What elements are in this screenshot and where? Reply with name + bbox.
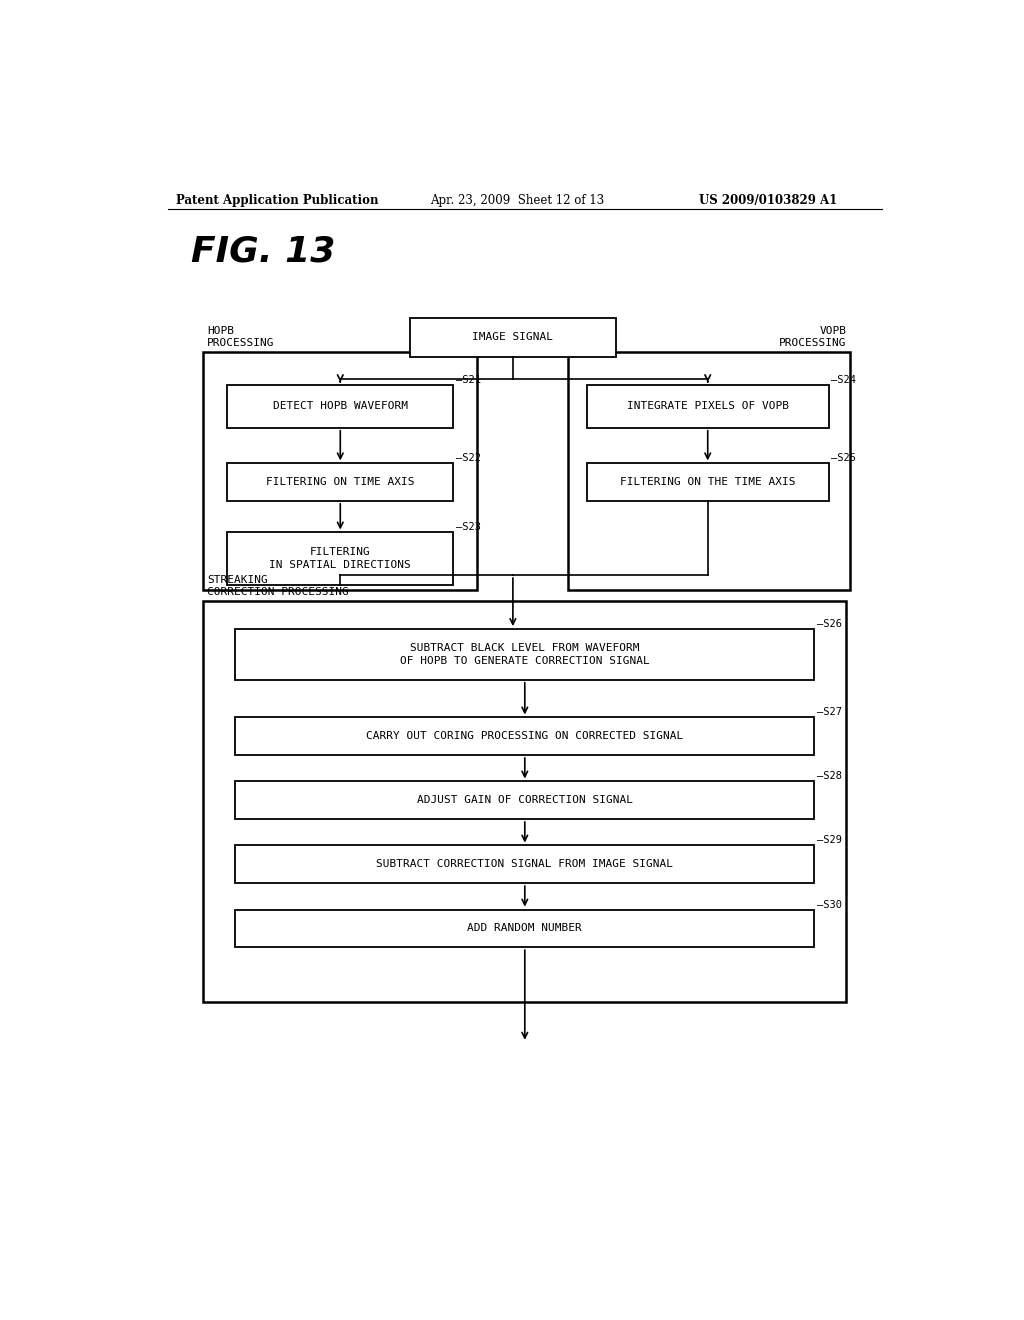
Text: FILTERING ON THE TIME AXIS: FILTERING ON THE TIME AXIS — [620, 477, 796, 487]
Text: STREAKING
CORRECTION PROCESSING: STREAKING CORRECTION PROCESSING — [207, 576, 349, 598]
Text: —S25: —S25 — [831, 453, 856, 463]
Text: —S28: —S28 — [817, 771, 842, 781]
Text: US 2009/0103829 A1: US 2009/0103829 A1 — [699, 194, 838, 207]
Text: SUBTRACT BLACK LEVEL FROM WAVEFORM
OF HOPB TO GENERATE CORRECTION SIGNAL: SUBTRACT BLACK LEVEL FROM WAVEFORM OF HO… — [400, 643, 649, 667]
Text: —S21: —S21 — [456, 375, 480, 385]
Text: CARRY OUT CORING PROCESSING ON CORRECTED SIGNAL: CARRY OUT CORING PROCESSING ON CORRECTED… — [367, 731, 683, 742]
Bar — [227, 532, 454, 585]
Text: FILTERING
IN SPATIAL DIRECTIONS: FILTERING IN SPATIAL DIRECTIONS — [269, 548, 412, 570]
Text: —S30: —S30 — [817, 899, 842, 909]
Bar — [587, 385, 828, 428]
Text: HOPB
PROCESSING: HOPB PROCESSING — [207, 326, 274, 348]
Text: —S23: —S23 — [456, 523, 480, 532]
Bar — [204, 601, 846, 1002]
Bar — [410, 318, 616, 356]
Text: INTEGRATE PIXELS OF VOPB: INTEGRATE PIXELS OF VOPB — [627, 401, 788, 412]
Text: SUBTRACT CORRECTION SIGNAL FROM IMAGE SIGNAL: SUBTRACT CORRECTION SIGNAL FROM IMAGE SI… — [376, 859, 674, 870]
Text: VOPB
PROCESSING: VOPB PROCESSING — [778, 326, 846, 348]
Bar — [204, 351, 477, 590]
Text: —S22: —S22 — [456, 453, 480, 463]
Text: IMAGE SIGNAL: IMAGE SIGNAL — [472, 333, 553, 342]
Bar — [236, 846, 814, 883]
Text: —S27: —S27 — [817, 708, 842, 718]
Bar — [236, 630, 814, 680]
Text: Apr. 23, 2009  Sheet 12 of 13: Apr. 23, 2009 Sheet 12 of 13 — [430, 194, 604, 207]
Text: FILTERING ON TIME AXIS: FILTERING ON TIME AXIS — [266, 477, 415, 487]
Bar — [587, 463, 828, 500]
Text: ADD RANDOM NUMBER: ADD RANDOM NUMBER — [467, 923, 583, 933]
Bar — [227, 385, 454, 428]
Bar — [236, 718, 814, 755]
Bar — [568, 351, 850, 590]
Text: FIG. 13: FIG. 13 — [191, 235, 336, 269]
Bar — [227, 463, 454, 500]
Text: —S24: —S24 — [831, 375, 856, 385]
Text: ADJUST GAIN OF CORRECTION SIGNAL: ADJUST GAIN OF CORRECTION SIGNAL — [417, 795, 633, 805]
Text: —S29: —S29 — [817, 836, 842, 846]
Bar — [236, 909, 814, 948]
Text: DETECT HOPB WAVEFORM: DETECT HOPB WAVEFORM — [272, 401, 408, 412]
Text: Patent Application Publication: Patent Application Publication — [176, 194, 378, 207]
Bar — [236, 781, 814, 818]
Text: —S26: —S26 — [817, 619, 842, 630]
